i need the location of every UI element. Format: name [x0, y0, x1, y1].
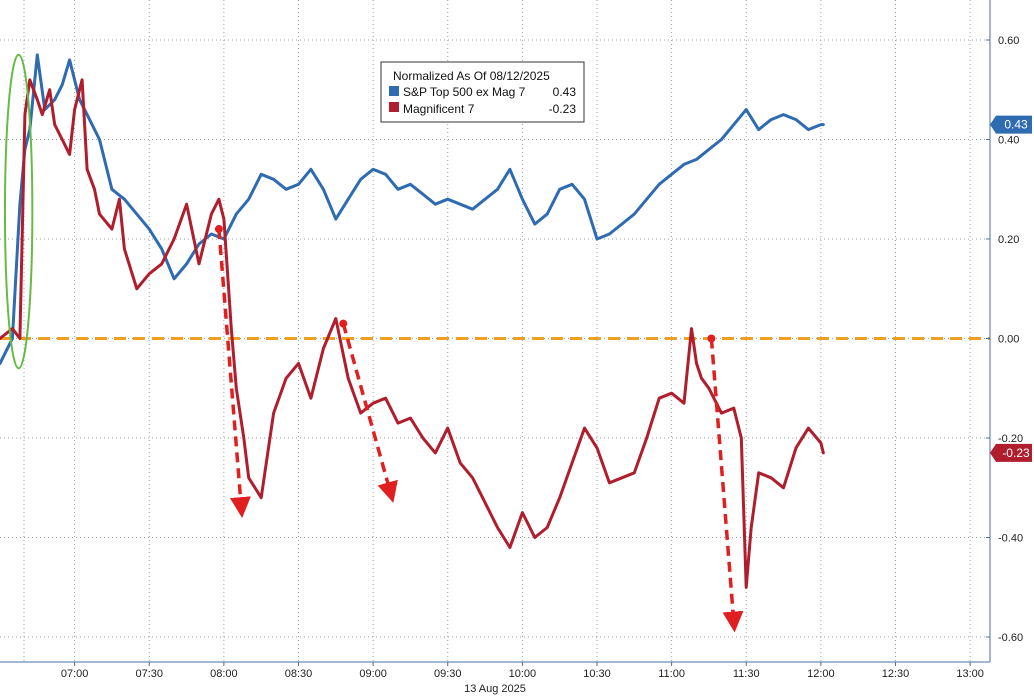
legend-label-mag7: Magnificent 7: [403, 102, 475, 116]
y-tick-label-1: 0.40: [998, 135, 1019, 147]
legend-value-sp500: 0.43: [553, 85, 577, 99]
annotations-layer: [3, 53, 744, 633]
series-line-0: [0, 53, 825, 365]
x-tick-label-7: 10:30: [583, 668, 611, 680]
badge-shape-0: [990, 115, 1032, 134]
x-tick-label-2: 08:00: [210, 668, 238, 680]
legend-swatch-sp500: [389, 86, 399, 96]
series-line-1: [0, 78, 825, 589]
y-tick-label-6: -0.60: [998, 632, 1023, 644]
x-tick-label-9: 11:30: [733, 668, 760, 680]
badge-label-0: 0.43: [1004, 118, 1028, 132]
last-value-badge-0: 0.43: [990, 115, 1032, 134]
legend-box: [380, 61, 585, 123]
x-axis-date-label: 13 Aug 2025: [464, 683, 526, 695]
x-tick-label-5: 09:30: [434, 668, 462, 680]
badge-label-1: -0.23: [1002, 446, 1030, 460]
x-tick-label-1: 07:30: [135, 668, 163, 680]
y-tick-label-0: 0.60: [998, 35, 1019, 47]
legend-swatch-mag7: [389, 102, 399, 112]
last-value-badges: 0.43 -0.23: [990, 115, 1032, 462]
x-tick-label-12: 13:00: [956, 668, 984, 680]
y-tick-label-5: -0.40: [998, 533, 1023, 545]
legend-value-mag7: -0.23: [549, 102, 577, 116]
annotation-arrow-2: [341, 323, 398, 503]
annotation-ellipse-0: [3, 53, 34, 370]
x-tick-label-0: 07:00: [61, 668, 89, 680]
annotation-arrow-1: [217, 228, 251, 519]
x-tick-label-6: 10:00: [509, 668, 537, 680]
x-axis-ticks: 07:00 07:30 08:00 08:30 09:00 09:30 10:00 10:30…: [61, 662, 984, 680]
y-tick-label-4: -0.20: [998, 433, 1023, 445]
legend: Normalized As Of 08/12/2025 S&P Top 500 …: [380, 61, 585, 123]
x-tick-label-10: 12:00: [807, 668, 835, 680]
x-tick-label-3: 08:30: [285, 668, 313, 680]
x-tick-label-8: 11:00: [658, 668, 685, 680]
x-tick-label-4: 09:00: [359, 668, 387, 680]
x-tick-label-11: 12:30: [882, 668, 910, 680]
legend-label-sp500: S&P Top 500 ex Mag 7: [403, 85, 526, 99]
badge-shape-1: [990, 443, 1032, 462]
legend-title: Normalized As Of 08/12/2025: [393, 69, 550, 83]
y-tick-label-3: 0.00: [998, 334, 1019, 346]
y-axis-ticks: 0.60 0.40 0.20 0.00 -0.20 -0.40 -0.60: [986, 35, 1023, 644]
y-tick-label-2: 0.20: [998, 234, 1019, 246]
series-layer: [0, 53, 825, 589]
last-value-badge-1: -0.23: [990, 443, 1032, 462]
